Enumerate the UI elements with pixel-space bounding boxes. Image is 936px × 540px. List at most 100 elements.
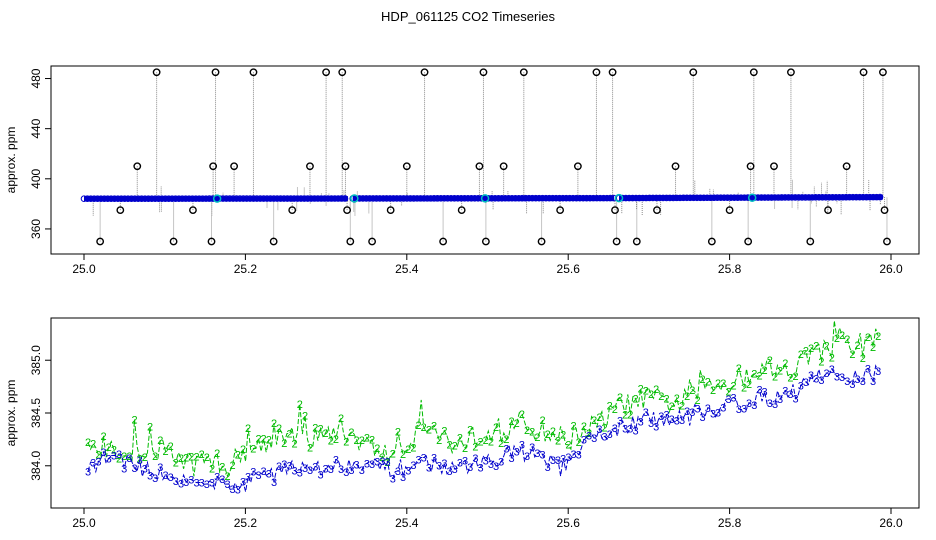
outlier-point [689,68,698,77]
series-point: 2 [90,439,96,451]
baseline-marker [420,195,428,202]
series-point: 2 [199,449,205,461]
series-point: 2 [209,464,215,476]
baseline-marker [737,194,745,201]
series-point: 3 [348,465,354,477]
series-point: 3 [462,456,468,468]
baseline-marker [284,195,291,202]
x-tick-label: 26.0 [879,516,903,530]
series-point: 2 [731,381,737,393]
baseline-marker [199,195,206,202]
baseline-marker [410,195,418,202]
outlier-point [749,68,758,77]
baseline-marker [206,195,213,202]
series-point: 2 [312,423,318,435]
series-point: 3 [751,400,757,412]
series-point: 2 [767,355,773,367]
series-point: 2 [725,387,731,399]
series-point: 3 [762,387,768,399]
series-point: 2 [545,429,551,441]
outlier-point [207,237,216,246]
flag-marker [480,194,490,203]
baseline-marker [131,195,139,202]
series-point: 3 [183,477,189,489]
baseline-marker [825,194,833,201]
series-point: 3 [529,442,535,454]
x-tick-label: 25.6 [557,262,581,276]
series-point: 3 [142,464,148,476]
baseline-marker [290,195,298,202]
baseline-marker [734,194,741,201]
baseline-marker [666,194,674,202]
baseline-marker [260,195,267,202]
series-point: 2 [302,410,308,422]
baseline-marker [468,195,475,202]
baseline-marker [676,194,684,202]
series-point: 3 [632,425,638,437]
baseline-marker [593,194,601,202]
series-point: 3 [374,456,380,468]
baseline-marker [586,194,594,202]
baseline-marker [819,194,826,201]
outlier-point [475,162,484,171]
baseline-marker [876,193,884,201]
series-point: 3 [193,478,199,490]
x-tick-label: 25.2 [234,516,258,530]
baseline-marker [546,194,553,202]
series-point: 2 [183,453,189,465]
baseline-marker [359,195,367,202]
series-point: 2 [808,343,814,355]
baseline-marker [223,195,230,202]
series-point: 3 [674,416,680,428]
baseline-marker [250,195,257,202]
baseline-marker [842,193,850,201]
series-point: 3 [576,450,582,462]
baseline-marker [423,195,431,202]
series-point: 3 [508,453,514,465]
baseline-marker [280,195,288,202]
baseline-marker [141,195,149,202]
series-point: 2 [343,437,349,449]
series-point: 3 [245,471,251,483]
series-point: 3 [436,461,442,473]
baseline-marker [727,194,735,201]
series-point: 2 [793,371,799,383]
outlier-point [859,68,868,77]
series-point: 3 [168,472,174,484]
outlier-point [556,206,565,215]
baseline-marker [607,194,614,202]
outlier-point [288,206,297,215]
series-point: 3 [875,366,881,378]
baseline-marker [710,194,718,202]
outlier-point [746,162,755,171]
series-point: 3 [808,370,814,382]
baseline-marker [301,195,308,202]
series-point: 2 [736,363,742,375]
baseline-marker [761,194,769,201]
series-point: 2 [741,382,747,394]
series-point: 3 [725,394,731,406]
baseline-marker [518,194,526,202]
baseline-marker [815,194,823,201]
series-point: 3 [390,473,396,485]
series-point: 2 [447,439,453,451]
baseline-marker [407,195,414,202]
series-point: 2 [131,414,137,426]
series-point: 3 [100,447,106,459]
baseline-marker [454,195,462,202]
baseline-marker [430,195,438,202]
series-point: 3 [627,423,633,435]
baseline-marker [94,195,101,203]
series-point: 3 [519,439,525,451]
series-point: 2 [756,371,762,383]
series-point: 2 [684,391,690,403]
series-point: 2 [193,451,199,463]
bottom-panel-plot: 25.0 25.2 25.4 25.6 25.8 26.0 384.0 384.5 385.0 a… [4,317,920,530]
baseline-marker [434,195,441,202]
baseline-marker [603,194,611,202]
series-point: 2 [700,374,706,386]
series-point: 2 [534,432,540,444]
baseline-marker [720,194,728,201]
baseline-marker [683,194,691,202]
series-point: 2 [147,422,153,434]
